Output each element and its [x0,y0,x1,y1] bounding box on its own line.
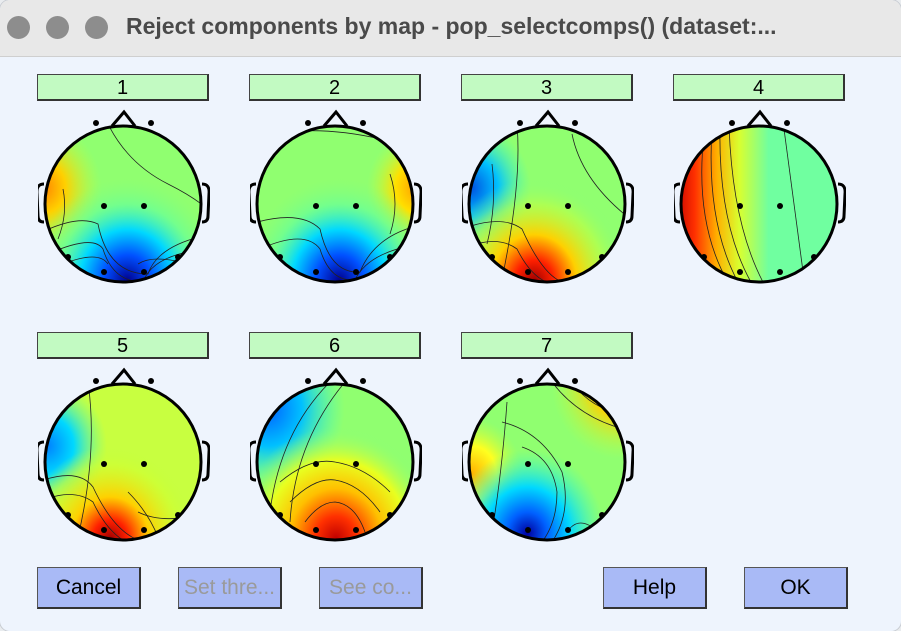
component-6-topomap[interactable] [250,362,422,548]
component-7-topomap[interactable] [462,362,634,548]
minimize-window-button[interactable] [46,16,69,39]
component-2-button[interactable]: 2 [249,74,421,101]
help-button[interactable]: Help [603,567,707,609]
component-5-topomap[interactable] [38,362,210,548]
title-bar: Reject components by map - pop_selectcom… [0,0,901,57]
component-3-button[interactable]: 3 [461,74,633,101]
component-1-topomap[interactable] [38,104,210,290]
component-7-button[interactable]: 7 [461,332,633,359]
component-4-button[interactable]: 4 [673,74,845,101]
cancel-button[interactable]: Cancel [37,567,141,609]
component-5-button[interactable]: 5 [37,332,209,359]
component-1-button[interactable]: 1 [37,74,209,101]
component-3-topomap[interactable] [462,104,634,290]
close-window-button[interactable] [7,16,30,39]
component-4-topomap[interactable] [674,104,846,290]
see-components-button[interactable]: See co... [319,567,423,609]
ok-button[interactable]: OK [744,567,848,609]
zoom-window-button[interactable] [85,16,108,39]
component-6-button[interactable]: 6 [249,332,421,359]
set-threshold-button[interactable]: Set thre... [178,567,282,609]
window-title: Reject components by map - pop_selectcom… [126,13,777,39]
component-2-topomap[interactable] [250,104,422,290]
